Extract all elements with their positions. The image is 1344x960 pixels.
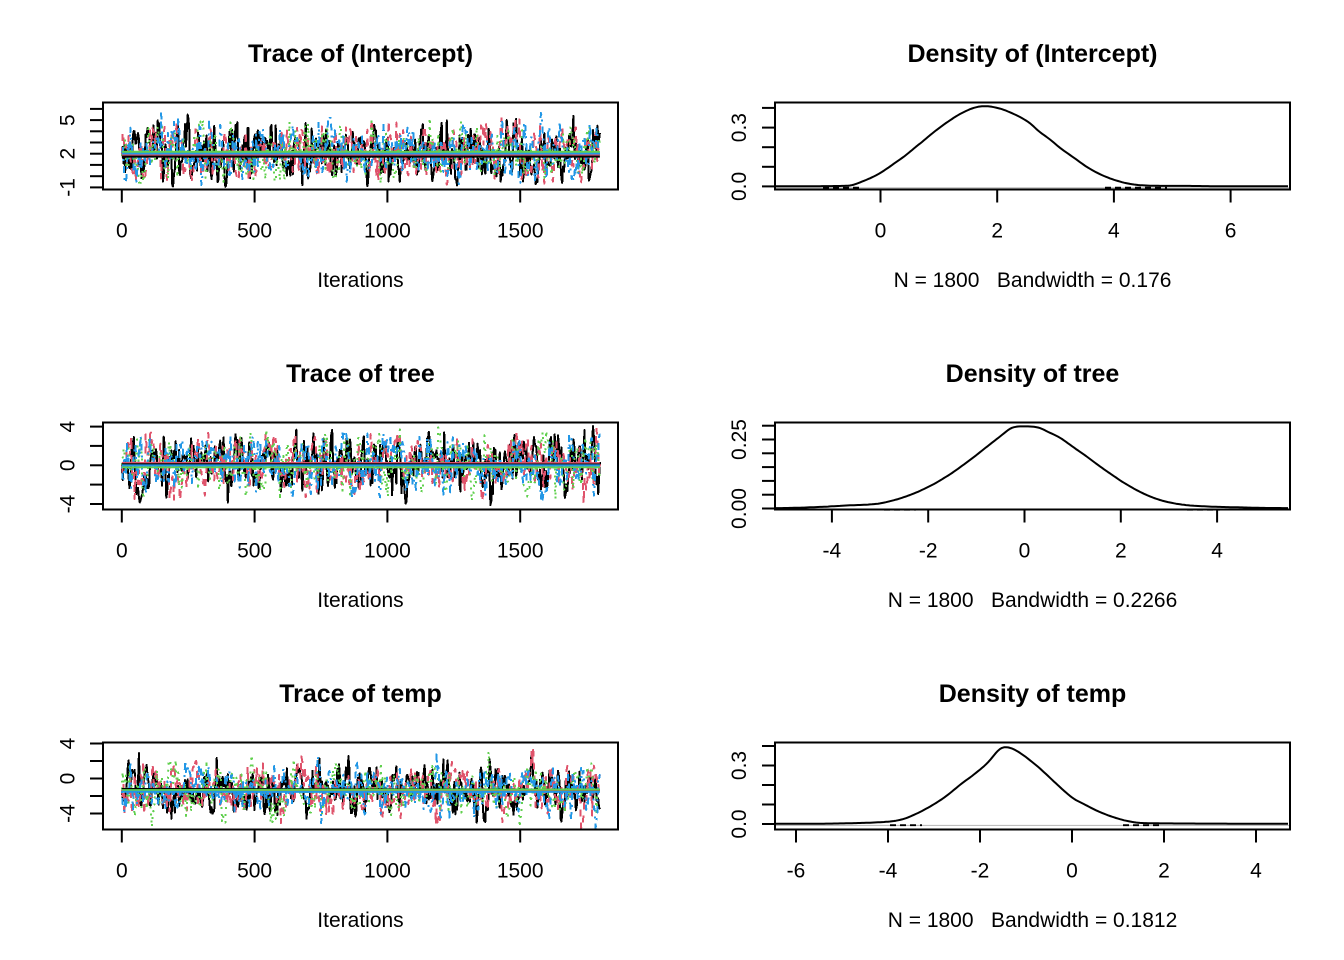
svg-text:-4: -4	[879, 859, 898, 882]
svg-text:-6: -6	[787, 859, 806, 882]
svg-text:1500: 1500	[497, 859, 544, 882]
svg-text:N = 1800 Bandwidth = 0.2266: N = 1800 Bandwidth = 0.2266	[888, 589, 1178, 612]
svg-text:0.3: 0.3	[728, 751, 751, 780]
svg-text:-4: -4	[57, 804, 80, 823]
svg-text:1500: 1500	[497, 219, 544, 242]
svg-text:2: 2	[991, 219, 1003, 242]
svg-text:0.25: 0.25	[728, 419, 751, 460]
svg-text:-2: -2	[919, 539, 938, 562]
svg-text:0: 0	[57, 459, 80, 471]
svg-text:N = 1800 Bandwidth = 0.176: N = 1800 Bandwidth = 0.176	[894, 269, 1172, 292]
svg-text:1500: 1500	[497, 539, 544, 562]
svg-text:-2: -2	[971, 859, 990, 882]
svg-text:Trace of (Intercept): Trace of (Intercept)	[248, 40, 473, 68]
svg-text:4: 4	[57, 737, 80, 749]
svg-text:2: 2	[1115, 539, 1127, 562]
svg-text:500: 500	[237, 219, 272, 242]
svg-text:6: 6	[1225, 219, 1237, 242]
svg-text:-4: -4	[823, 539, 842, 562]
svg-text:0: 0	[1066, 859, 1078, 882]
svg-text:Trace of temp: Trace of temp	[279, 680, 442, 708]
svg-text:Density of temp: Density of temp	[939, 680, 1127, 708]
svg-text:0: 0	[116, 219, 128, 242]
svg-text:N = 1800 Bandwidth = 0.1812: N = 1800 Bandwidth = 0.1812	[888, 909, 1178, 932]
svg-text:2: 2	[1158, 859, 1170, 882]
svg-text:0.00: 0.00	[728, 488, 751, 529]
svg-text:500: 500	[237, 539, 272, 562]
svg-text:1000: 1000	[364, 219, 411, 242]
svg-text:0: 0	[116, 539, 128, 562]
svg-text:Iterations: Iterations	[317, 909, 403, 932]
svg-text:4: 4	[57, 420, 80, 432]
svg-text:1000: 1000	[364, 859, 411, 882]
svg-text:5: 5	[57, 114, 80, 126]
svg-text:0.3: 0.3	[728, 113, 751, 142]
svg-text:1000: 1000	[364, 539, 411, 562]
svg-text:-1: -1	[57, 178, 80, 197]
svg-text:500: 500	[237, 859, 272, 882]
svg-text:Density of tree: Density of tree	[946, 360, 1120, 388]
svg-text:4: 4	[1250, 859, 1262, 882]
svg-text:Iterations: Iterations	[317, 269, 403, 292]
svg-text:0: 0	[57, 773, 80, 785]
svg-text:4: 4	[1211, 539, 1223, 562]
svg-text:-4: -4	[57, 494, 80, 513]
svg-text:0: 0	[116, 859, 128, 882]
svg-text:0.0: 0.0	[728, 172, 751, 201]
svg-text:4: 4	[1108, 219, 1120, 242]
svg-text:2: 2	[57, 148, 80, 160]
svg-text:0: 0	[1019, 539, 1031, 562]
svg-text:Trace of tree: Trace of tree	[286, 360, 435, 388]
svg-text:0: 0	[875, 219, 887, 242]
svg-text:Iterations: Iterations	[317, 589, 403, 612]
svg-text:Density of (Intercept): Density of (Intercept)	[907, 40, 1157, 68]
svg-text:0.0: 0.0	[728, 809, 751, 838]
